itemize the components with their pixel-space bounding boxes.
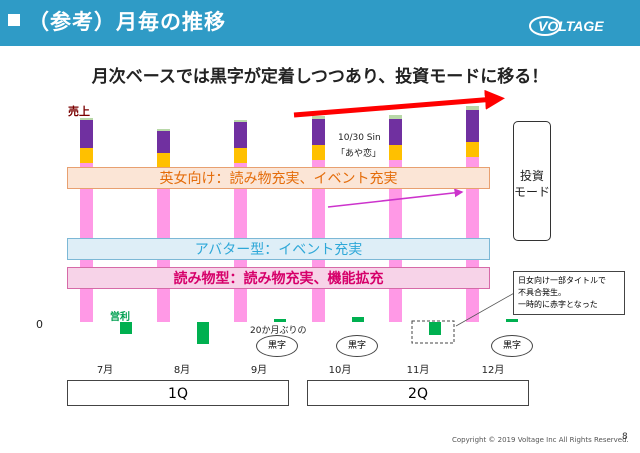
band-otome: 英女向け：読み物充実、イベント充実: [67, 167, 490, 189]
sales-bar-segment: [234, 148, 247, 163]
band-avatar: アバター型：イベント充実: [67, 238, 490, 260]
quarter-1q: 1Q: [67, 380, 289, 406]
month-label: 11月: [406, 365, 430, 376]
sales-bar-segment: [312, 119, 325, 145]
sales-bar-segment: [80, 118, 93, 120]
quarter-2q: 2Q: [307, 380, 529, 406]
sales-bar-segment: [80, 120, 93, 148]
month-label: 7月: [96, 365, 114, 376]
sales-bar-segment: [466, 110, 479, 142]
sales-bar-segment: [234, 122, 247, 148]
black-bubble-1: 黒字: [256, 335, 298, 357]
event-note-line1: 10/30 Sin: [338, 133, 381, 143]
sales-bar-segment: [389, 119, 402, 145]
sales-bar-segment: [312, 145, 325, 160]
note-pointer-line: [455, 291, 517, 327]
profit-bar: [120, 322, 132, 334]
sales-bar-segment: [157, 129, 170, 131]
zero-axis-label: 0: [36, 318, 43, 331]
band-reading: 読み物型：読み物充実、機能拡充: [67, 267, 490, 289]
sales-bar-segment: [466, 106, 479, 110]
sales-bar-segment: [234, 120, 247, 122]
black-bubble-3: 黒字: [491, 335, 533, 357]
sales-bar-segment: [389, 145, 402, 160]
mode-line1: 投資: [519, 169, 544, 183]
event-arrow: [327, 188, 464, 208]
header-square-icon: [8, 14, 20, 26]
voltage-logo: VOLTAGE: [529, 16, 604, 36]
sales-label: 売上: [68, 105, 90, 118]
profit-bar: [352, 317, 364, 322]
month-label: 12月: [481, 365, 505, 376]
profit-bar: [429, 322, 441, 335]
sales-bar-segment: [389, 115, 402, 119]
month-label: 10月: [328, 365, 352, 376]
note-line2: 不具合発生。: [518, 288, 566, 297]
page-number: 8: [622, 432, 628, 442]
profit-bar: [506, 319, 518, 322]
black-bubble-2: 黒字: [336, 335, 378, 357]
logo-text: VOLTAGE: [538, 18, 604, 34]
header-bar: [0, 0, 640, 46]
sales-bar-segment: [312, 116, 325, 119]
month-label: 8月: [173, 365, 191, 376]
footer-copyright: Copyright © 2019 Voltage Inc All Rights …: [452, 436, 629, 444]
sales-bar-segment: [157, 131, 170, 153]
slide-subtitle: 月次ベースでは黒字が定着しつつあり、投資モードに移る！: [91, 67, 549, 87]
month-label: 9月: [250, 365, 268, 376]
first-black-note: 20か月ぶりの: [250, 326, 307, 336]
mode-line2: モード: [514, 185, 551, 199]
investment-mode-box: 投資 モード: [513, 121, 551, 241]
sales-bar-segment: [466, 142, 479, 157]
note-line3: 一時的に赤字となった: [518, 300, 598, 309]
profit-bar: [274, 319, 286, 322]
page-title: （参考）月毎の推移: [28, 10, 226, 34]
growth-arrow: [293, 89, 505, 118]
event-note-line2: 「あや恋」: [336, 149, 382, 159]
profit-label: 営利: [110, 312, 130, 323]
sales-bar-segment: [80, 148, 93, 163]
dashed-highlight-box: [411, 320, 455, 344]
sales-bar-segment: [157, 153, 170, 168]
issue-note-box: 日女向け一部タイトルで 不具合発生。 一時的に赤字となった: [513, 271, 625, 315]
logo-swoosh-icon: [529, 16, 561, 36]
profit-bar: [197, 322, 209, 344]
note-line1: 日女向け一部タイトルで: [518, 276, 606, 285]
